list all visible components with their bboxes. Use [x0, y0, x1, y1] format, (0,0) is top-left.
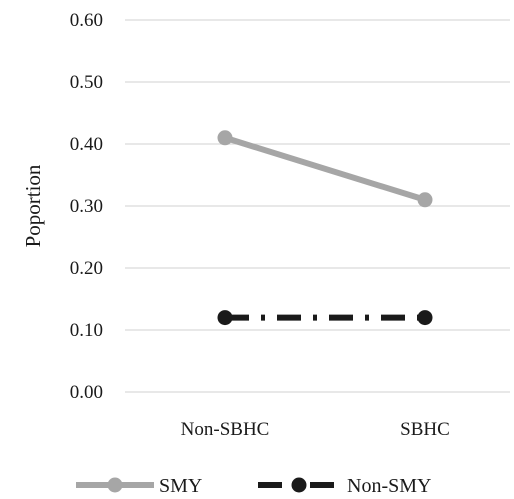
x-tick-label: SBHC [400, 419, 450, 440]
x-tick-labels: Non-SBHC SBHC [181, 419, 450, 440]
data-point [217, 130, 233, 146]
legend-swatch-marker [107, 477, 123, 493]
data-point [217, 310, 233, 326]
legend: SMY Non-SMY [76, 475, 431, 497]
series-group [217, 130, 433, 326]
series-smy [217, 130, 433, 208]
legend-item: Non-SMY [258, 475, 431, 497]
y-axis-title: Poportion [21, 164, 45, 247]
x-tick-label: Non-SBHC [181, 419, 270, 440]
gridlines [125, 19, 510, 393]
y-tick-label: 0.60 [70, 10, 103, 31]
data-point [417, 192, 433, 208]
y-tick-labels: 0.00 0.10 0.20 0.30 0.40 0.50 0.60 [70, 10, 103, 403]
legend-swatch-marker [291, 477, 307, 493]
legend-label: SMY [159, 475, 202, 497]
legend-item: SMY [76, 475, 202, 497]
y-tick-label: 0.00 [70, 382, 103, 403]
data-point [417, 310, 433, 326]
series-line [222, 134, 428, 203]
series-non-smy [217, 310, 433, 326]
y-tick-label: 0.30 [70, 196, 103, 217]
legend-label: Non-SMY [347, 475, 431, 497]
y-tick-label: 0.40 [70, 134, 103, 155]
y-tick-label: 0.10 [70, 320, 103, 341]
y-tick-label: 0.20 [70, 258, 103, 279]
y-tick-label: 0.50 [70, 72, 103, 93]
